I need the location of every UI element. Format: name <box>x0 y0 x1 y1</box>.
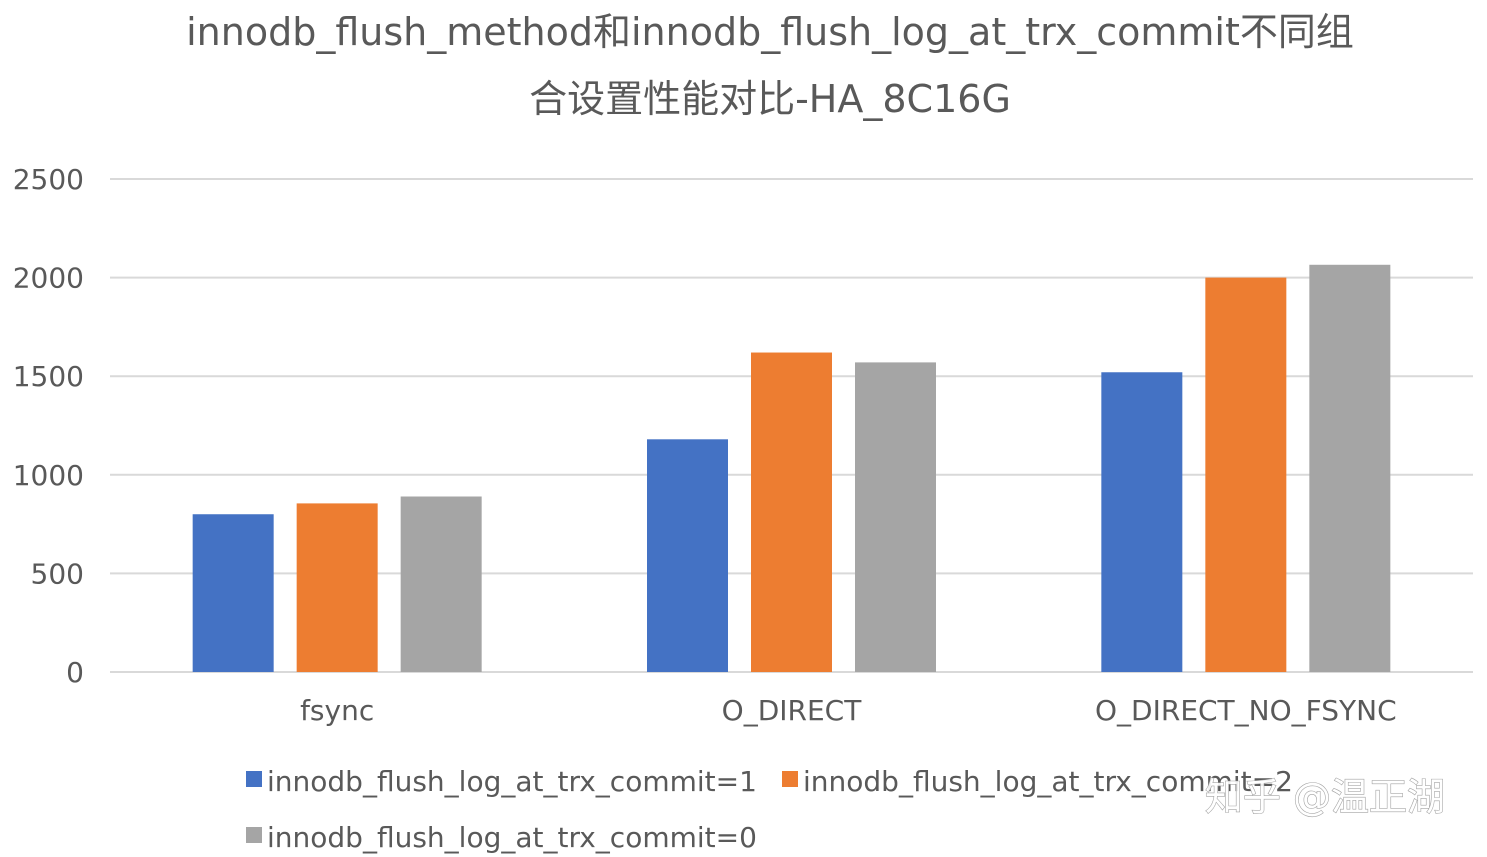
bar <box>296 503 378 672</box>
bar <box>400 496 482 672</box>
y-tick-label: 1500 <box>13 360 84 393</box>
bar <box>1101 372 1183 672</box>
bar <box>192 514 274 672</box>
x-axis-category-labels: fsync O_DIRECT O_DIRECT_NO_FSYNC <box>300 694 1397 727</box>
y-tick-label: 2000 <box>13 262 84 295</box>
y-tick-label: 500 <box>31 557 84 590</box>
chart-title-line-1: innodb_flush_method和innodb_flush_log_at_… <box>186 10 1354 54</box>
bar <box>1205 277 1287 672</box>
bar <box>855 362 936 672</box>
y-tick-label: 2500 <box>13 163 84 196</box>
legend: innodb_flush_log_at_trx_commit=1 innodb_f… <box>246 765 1293 854</box>
x-category-label: fsync <box>300 694 374 727</box>
x-category-label: O_DIRECT <box>722 694 863 727</box>
chart-title-line-2: 合设置性能对比-HA_8C16G <box>529 77 1011 121</box>
y-tick-label: 1000 <box>13 459 84 492</box>
bar <box>1309 264 1391 672</box>
y-tick-label: 0 <box>66 656 84 689</box>
legend-swatch <box>246 827 262 843</box>
bars <box>192 264 1391 672</box>
bar <box>647 439 728 672</box>
legend-swatch <box>782 771 798 787</box>
bar <box>751 352 832 672</box>
y-axis-tick-labels: 0 500 1000 1500 2000 2500 <box>13 163 84 689</box>
legend-label: innodb_flush_log_at_trx_commit=2 <box>803 765 1293 798</box>
legend-label: innodb_flush_log_at_trx_commit=1 <box>267 765 757 798</box>
watermark: 知乎 @温正湖 <box>1205 775 1445 819</box>
legend-swatch <box>246 771 262 787</box>
x-category-label: O_DIRECT_NO_FSYNC <box>1095 694 1397 727</box>
legend-label: innodb_flush_log_at_trx_commit=0 <box>267 821 757 854</box>
